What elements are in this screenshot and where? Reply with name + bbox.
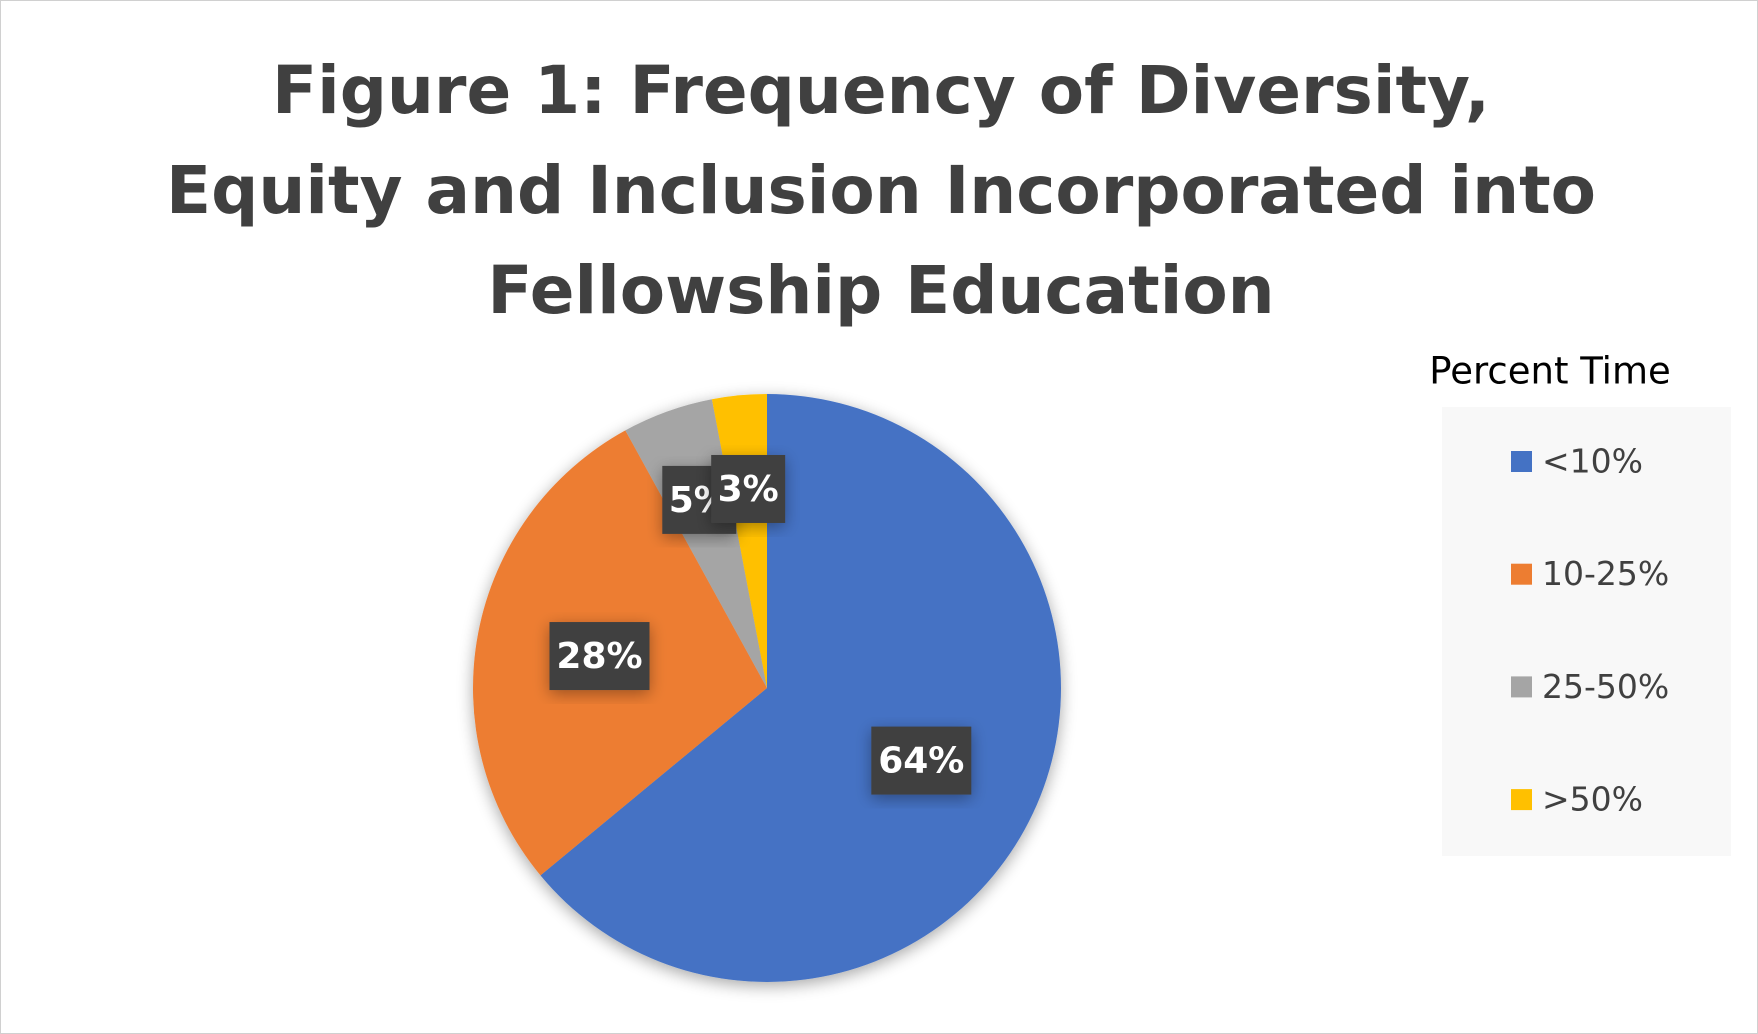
legend-swatch [1511, 451, 1532, 472]
legend-swatch [1511, 789, 1532, 811]
legend-label: >50% [1542, 780, 1643, 819]
data-label: 28% [556, 636, 642, 677]
pie-slice [625, 399, 767, 688]
legend-label: 10-25% [1542, 554, 1669, 593]
data-label-box [549, 622, 650, 691]
chart-title: Figure 1: Frequency of Diversity, Equity… [166, 52, 1596, 329]
data-label: 64% [878, 741, 964, 782]
data-label-box [711, 454, 786, 523]
legend-label: <10% [1542, 442, 1643, 481]
legend-swatch [1511, 676, 1532, 698]
legend-swatch [1511, 563, 1532, 585]
pie-slice [540, 394, 1061, 983]
legend-title: Percent Time [1429, 350, 1671, 393]
data-label: 3% [718, 469, 779, 510]
legend-label: 25-50% [1542, 667, 1669, 706]
data-label-box [871, 726, 972, 795]
legend-box [1442, 407, 1731, 856]
